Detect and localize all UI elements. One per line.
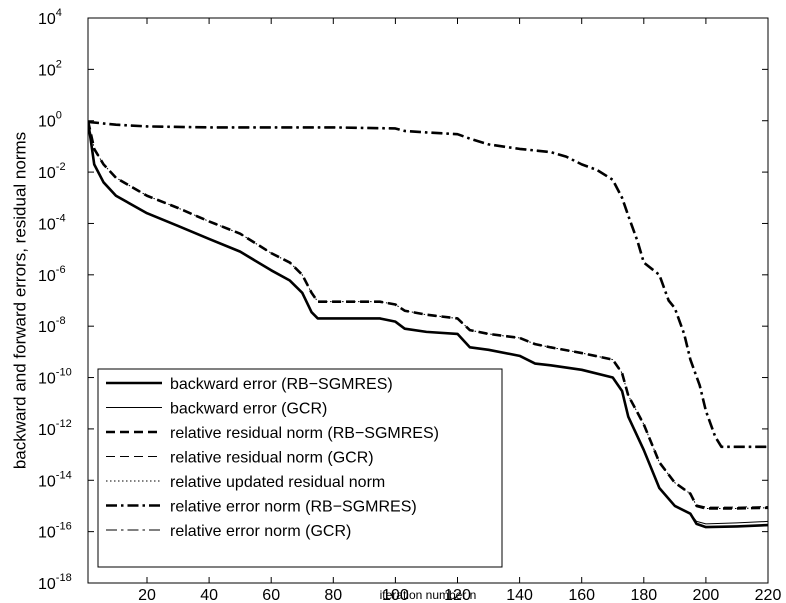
- y-tick-label: 10-14: [38, 469, 72, 490]
- legend-label-2: backward error (GCR): [170, 401, 327, 418]
- legend-label-3: relative residual norm (RB−SGMRES): [170, 425, 439, 442]
- x-tick-label: 220: [755, 587, 782, 603]
- axes-layer: [87, 17, 769, 584]
- legend-box: [97, 368, 503, 568]
- y-tick-label: 100: [38, 110, 62, 131]
- series-line-7: [88, 121, 768, 448]
- legend: backward error (RB−SGMRES) backward error…: [97, 368, 503, 568]
- y-tick-label: 102: [38, 58, 62, 79]
- y-axis-title: backward and forward errors, residual no…: [10, 132, 29, 469]
- y-axis: 104 102 100 10-2 10-4 10-6 10-8 10-10 10-12 10-14…: [38, 7, 768, 593]
- x-tick-label: 120: [444, 587, 471, 603]
- y-tick-label: 10-6: [38, 264, 66, 285]
- y-tick-label: 10-18: [38, 572, 72, 593]
- series-line-2: [88, 120, 768, 525]
- legend-label-5: relative updated residual norm: [170, 474, 385, 491]
- plot-frame: [87, 17, 769, 584]
- x-tick-label: 60: [262, 587, 280, 603]
- legend-label-4: relative residual norm (GCR): [170, 450, 374, 467]
- y-tick-label: 10-8: [38, 315, 66, 336]
- legend-label-1: backward error (RB−SGMRES): [170, 376, 393, 393]
- y-tick-label: 10-10: [38, 367, 72, 388]
- y-tick-label: 10-12: [38, 418, 72, 439]
- x-tick-label: 200: [693, 587, 720, 603]
- y-tick-label: 10-16: [38, 521, 72, 542]
- series-layer: [88, 120, 768, 529]
- x-tick-label: 100: [382, 587, 409, 603]
- x-tick-label: 180: [630, 587, 657, 603]
- y-tick-label: 10-2: [38, 161, 66, 182]
- x-tick-label: 160: [568, 587, 595, 603]
- legend-label-7: relative error norm (GCR): [170, 523, 351, 540]
- y-tick-label: 10-4: [38, 212, 66, 233]
- x-tick-label: 80: [324, 587, 342, 603]
- x-axis: 20 40 60 80 100 120 140 160 180 200 220: [138, 18, 781, 603]
- x-tick-label: 40: [200, 587, 218, 603]
- x-tick-label: 20: [138, 587, 156, 603]
- series-line-4: [88, 120, 768, 508]
- x-tick-label: 140: [506, 587, 533, 603]
- y-tick-label: 104: [38, 7, 62, 28]
- x-axis-title: iteration number n: [380, 588, 477, 602]
- legend-label-6: relative error norm (RB−SGMRES): [170, 499, 417, 516]
